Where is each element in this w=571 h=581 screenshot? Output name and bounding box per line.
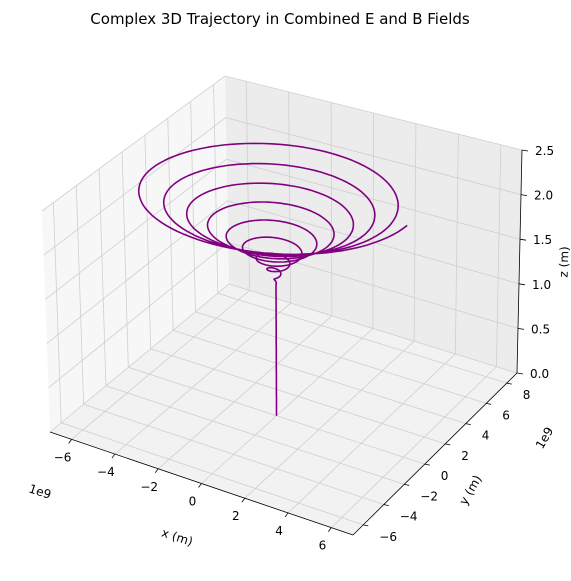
z-tick-mark [518,328,524,329]
z-tick-label: 2.5 [535,144,554,158]
z-tick-label: 0.5 [531,322,550,336]
y-offset-label: 1e9 [533,425,556,452]
z-tick-label: 0.0 [530,367,549,381]
y-tick-label: −4 [400,510,418,524]
x-tick-label: −4 [97,465,115,479]
y-tick-mark [363,525,368,526]
x-tick-label: 4 [275,524,283,538]
y-tick-mark [486,403,491,404]
x-tick-label: −2 [140,480,158,494]
x-tick-mark [285,513,288,517]
x-tick-label: 0 [189,495,197,509]
z-tick-mark [519,284,525,285]
z-tick-label: 2.0 [534,189,553,203]
y-tick-label: −6 [379,530,397,544]
z-tick-mark [520,239,526,240]
x-tick-mark [112,454,115,458]
z-tick-mark [521,195,527,196]
y-tick-label: 4 [482,429,490,443]
z-tick-mark [517,373,523,374]
x-tick-mark [69,439,72,443]
z-tick-mark [522,150,528,151]
x-tick-label: −6 [54,450,72,464]
y-tick-label: 6 [502,408,510,422]
x-tick-mark [328,528,331,532]
y-tick-mark [404,484,409,485]
y-tick-label: 0 [441,469,449,483]
z-axis-label: z (m) [556,246,571,278]
y-tick-mark [507,383,512,384]
y-tick-mark [425,464,430,465]
z-tick-label: 1.5 [533,233,552,247]
y-tick-mark [384,505,389,506]
x-tick-mark [155,469,158,473]
z-tick-label: 1.0 [532,278,551,292]
x-axis-label: x (m) [160,526,195,549]
y-tick-label: 8 [523,388,531,402]
y-tick-label: 2 [461,449,469,463]
y-tick-mark [466,424,471,425]
x-offset-label: 1e9 [27,482,53,502]
y-tick-mark [445,444,450,445]
y-tick-label: −2 [420,489,438,503]
x-tick-mark [242,498,245,502]
x-tick-mark [199,484,202,488]
x-tick-label: 6 [319,539,327,553]
x-tick-label: 2 [232,509,240,523]
y-axis-label: y (m) [456,473,484,508]
chart-title: Complex 3D Trajectory in Combined E and … [90,10,470,28]
